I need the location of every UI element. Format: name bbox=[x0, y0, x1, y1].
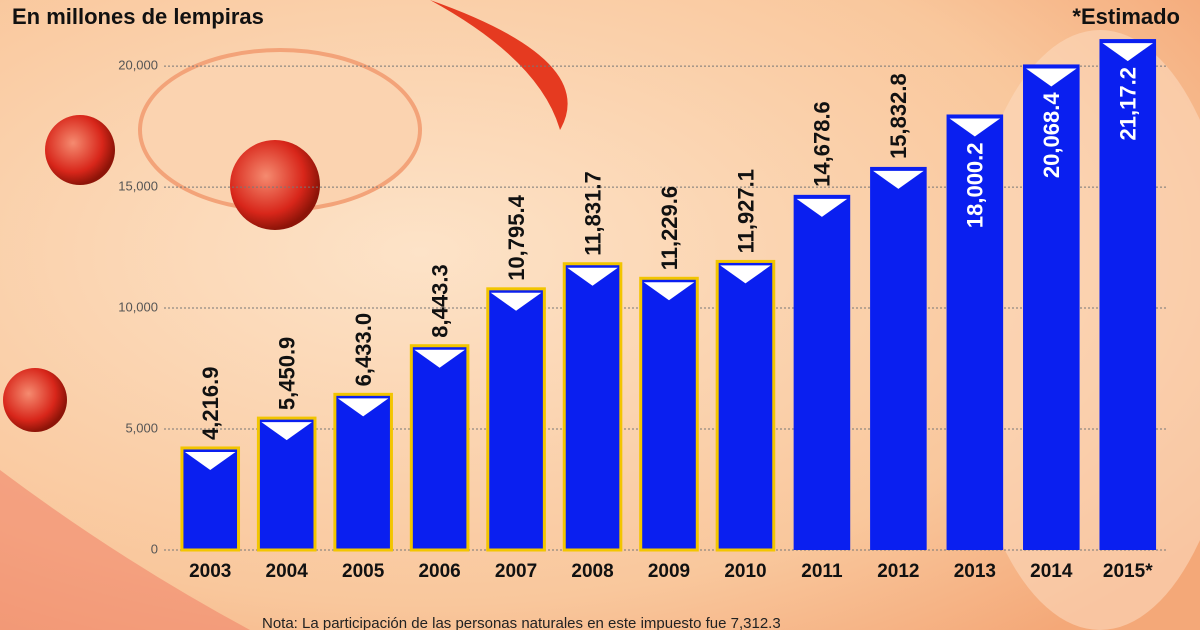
bar bbox=[1023, 64, 1080, 550]
bar bbox=[333, 392, 393, 552]
bar-notch bbox=[949, 118, 1001, 137]
bar bbox=[639, 276, 699, 552]
value-label: 10,795.4 bbox=[504, 194, 529, 280]
bar bbox=[409, 344, 470, 552]
x-tick-label: 2008 bbox=[571, 561, 613, 582]
bar-notch bbox=[414, 349, 465, 368]
bar bbox=[793, 194, 851, 550]
value-label: 14,678.6 bbox=[810, 101, 835, 187]
bar bbox=[946, 114, 1004, 550]
value-label: 11,831.7 bbox=[580, 171, 605, 255]
value-label: 11,229.6 bbox=[657, 186, 682, 270]
y-tick-label: 5,000 bbox=[125, 420, 158, 435]
value-label: 15,832.8 bbox=[886, 73, 911, 159]
value-label: 8,443.3 bbox=[427, 264, 452, 337]
bar-notch bbox=[567, 267, 618, 286]
chart-subtitle: *Estimado bbox=[1072, 4, 1180, 29]
x-tick-label: 2014 bbox=[1030, 561, 1073, 582]
x-tick-label: 2005 bbox=[342, 561, 385, 582]
bar-notch bbox=[490, 292, 542, 311]
bar-notch bbox=[796, 198, 848, 217]
bar-notch bbox=[1102, 43, 1154, 62]
bar-notch bbox=[337, 398, 389, 417]
bar-notch bbox=[720, 265, 771, 284]
bar-notch bbox=[643, 282, 695, 301]
bar-notch bbox=[261, 422, 312, 441]
bar-notch bbox=[1026, 68, 1077, 87]
x-tick-label: 2013 bbox=[954, 561, 996, 582]
value-label: 20,068.4 bbox=[1039, 92, 1064, 178]
y-tick-label: 0 bbox=[151, 541, 158, 556]
value-label: 11,927.1 bbox=[733, 169, 758, 253]
x-tick-label: 2007 bbox=[495, 561, 537, 582]
bar bbox=[870, 166, 927, 551]
value-label: 6,433.0 bbox=[351, 313, 376, 386]
x-tick-label: 2006 bbox=[418, 561, 460, 582]
x-tick-label: 2009 bbox=[648, 561, 690, 582]
x-tick-label: 2015* bbox=[1103, 561, 1153, 582]
value-label: 18,000.2 bbox=[963, 142, 988, 228]
note: Nota: La participación de las personas n… bbox=[262, 615, 781, 630]
y-tick-label: 20,000 bbox=[118, 58, 158, 73]
bar bbox=[715, 259, 776, 552]
x-tick-label: 2004 bbox=[266, 561, 309, 582]
x-tick-label: 2012 bbox=[877, 561, 919, 582]
value-label: 21,17.2 bbox=[1116, 67, 1141, 140]
x-tick-label: 2010 bbox=[724, 561, 766, 582]
y-tick-label: 10,000 bbox=[118, 299, 158, 314]
value-label: 5,450.9 bbox=[275, 337, 300, 410]
x-tick-label: 2011 bbox=[801, 561, 843, 582]
chart-title: En millones de lempiras bbox=[12, 4, 264, 29]
bar bbox=[486, 287, 546, 552]
bar bbox=[562, 262, 623, 552]
x-tick-label: 2003 bbox=[189, 561, 231, 582]
bar-notch bbox=[184, 451, 236, 470]
y-tick-label: 15,000 bbox=[118, 179, 158, 194]
value-label: 4,216.9 bbox=[198, 367, 223, 440]
bar bbox=[1099, 39, 1157, 550]
bar-notch bbox=[873, 170, 924, 189]
